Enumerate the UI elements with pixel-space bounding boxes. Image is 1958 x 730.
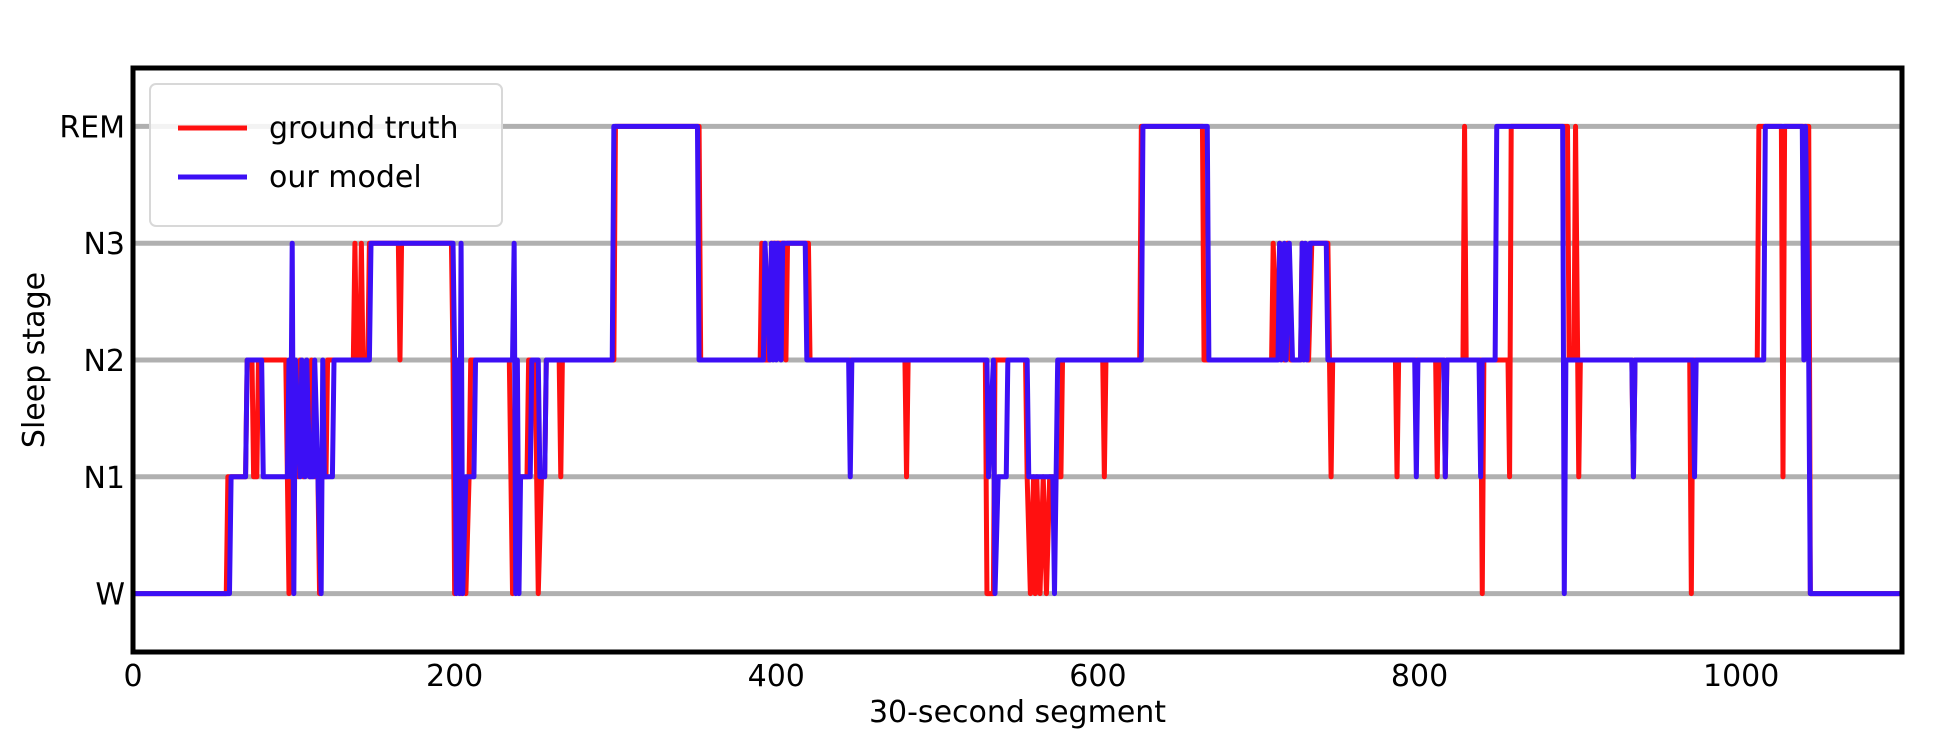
x-tick-label: 400: [748, 659, 805, 694]
series-line-our-model: [133, 123, 1902, 597]
legend-label: our model: [269, 160, 422, 195]
y-tick-label: N3: [83, 227, 125, 262]
x-axis-label: 30-second segment: [869, 695, 1166, 730]
y-tick-label: N2: [83, 344, 125, 379]
y-tick-label: W: [95, 578, 125, 613]
legend-label: ground truth: [269, 111, 459, 146]
x-tick-label: 600: [1069, 659, 1126, 694]
x-tick-label: 800: [1391, 659, 1448, 694]
plot-frame: [130, 65, 1905, 655]
x-tick-label: 1000: [1703, 659, 1779, 694]
x-tick-label: 0: [123, 659, 142, 694]
legend: ground truth our model: [149, 83, 503, 227]
y-tick-label: N1: [83, 461, 125, 496]
y-axis-label: Sleep stage: [17, 272, 52, 448]
x-tick-label: 200: [426, 659, 483, 694]
legend-box: [149, 83, 503, 227]
y-tick-label: REM: [59, 110, 125, 145]
